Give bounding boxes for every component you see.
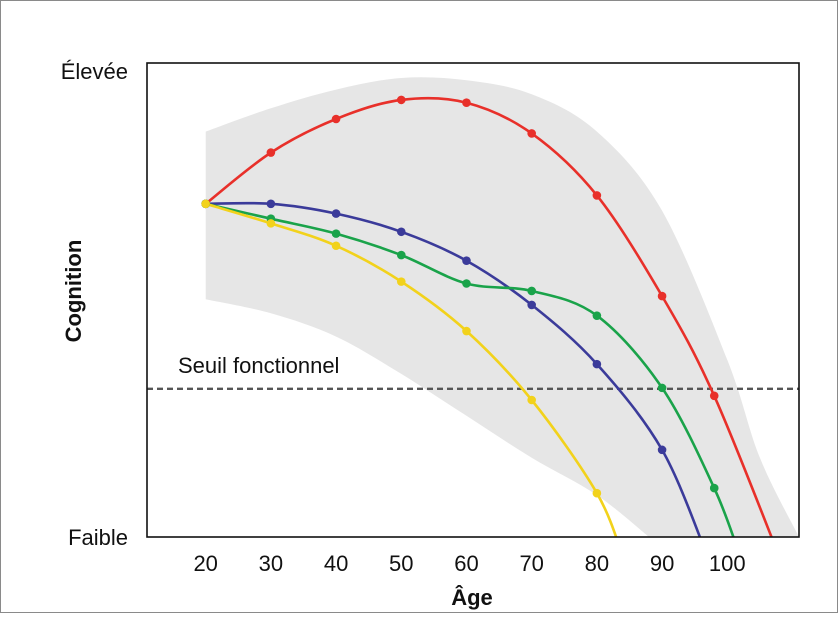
series-4-point-6 bbox=[527, 395, 536, 405]
series-4-point-5 bbox=[462, 326, 471, 336]
series-3-point-8 bbox=[657, 383, 667, 393]
series-3-point-9 bbox=[709, 483, 719, 493]
series-3-point-5 bbox=[462, 279, 471, 288]
x-tick-label: 40 bbox=[324, 551, 348, 576]
x-axis-label: Âge bbox=[451, 585, 493, 610]
series-1-point-8 bbox=[657, 291, 667, 301]
confidence-band bbox=[205, 77, 799, 537]
series-4-point-7 bbox=[592, 488, 602, 498]
series-4-point-2 bbox=[266, 219, 276, 228]
series-2-point-8 bbox=[657, 445, 667, 455]
series-1-point-5 bbox=[462, 98, 471, 107]
series-1-point-6 bbox=[527, 129, 536, 138]
series-2-point-2 bbox=[266, 199, 276, 209]
y-tick-label: Élevée bbox=[61, 59, 128, 84]
y-tick-label: Faible bbox=[68, 525, 128, 550]
series-1-point-2 bbox=[266, 148, 276, 157]
series-line-4 bbox=[204, 202, 618, 537]
series-2-point-4 bbox=[396, 227, 406, 237]
series-4-point-4 bbox=[396, 277, 406, 286]
x-tick-label: 90 bbox=[650, 551, 674, 576]
x-tick-label: 30 bbox=[259, 551, 283, 576]
plot-border bbox=[146, 62, 800, 538]
series-1-point-3 bbox=[331, 114, 341, 124]
series-2-point-7 bbox=[592, 359, 602, 369]
series-3-point-4 bbox=[396, 250, 406, 260]
x-tick-label: 50 bbox=[389, 551, 413, 576]
x-tick-label: 70 bbox=[519, 551, 543, 576]
series-2-point-3 bbox=[331, 209, 341, 218]
series-3-point-6 bbox=[527, 286, 536, 296]
x-tick-label: 60 bbox=[454, 551, 478, 576]
series-4-point-1 bbox=[201, 199, 210, 209]
x-tick-label: 100 bbox=[709, 551, 746, 576]
x-tick-label: 80 bbox=[585, 551, 609, 576]
series-1-point-9 bbox=[709, 391, 719, 401]
series-1-point-4 bbox=[396, 95, 406, 105]
series-2-point-5 bbox=[462, 256, 471, 265]
x-tick-label: 20 bbox=[193, 551, 217, 576]
series-line-3 bbox=[204, 202, 735, 537]
threshold-label: Seuil fonctionnel bbox=[178, 353, 339, 378]
series-4-point-3 bbox=[331, 241, 341, 251]
y-axis-label: Cognition bbox=[61, 240, 86, 343]
series-2-point-6 bbox=[527, 300, 536, 310]
series-line-2 bbox=[204, 201, 702, 537]
series-3-point-3 bbox=[331, 229, 341, 238]
series-1-point-7 bbox=[592, 191, 602, 200]
series-3-point-7 bbox=[592, 311, 602, 320]
